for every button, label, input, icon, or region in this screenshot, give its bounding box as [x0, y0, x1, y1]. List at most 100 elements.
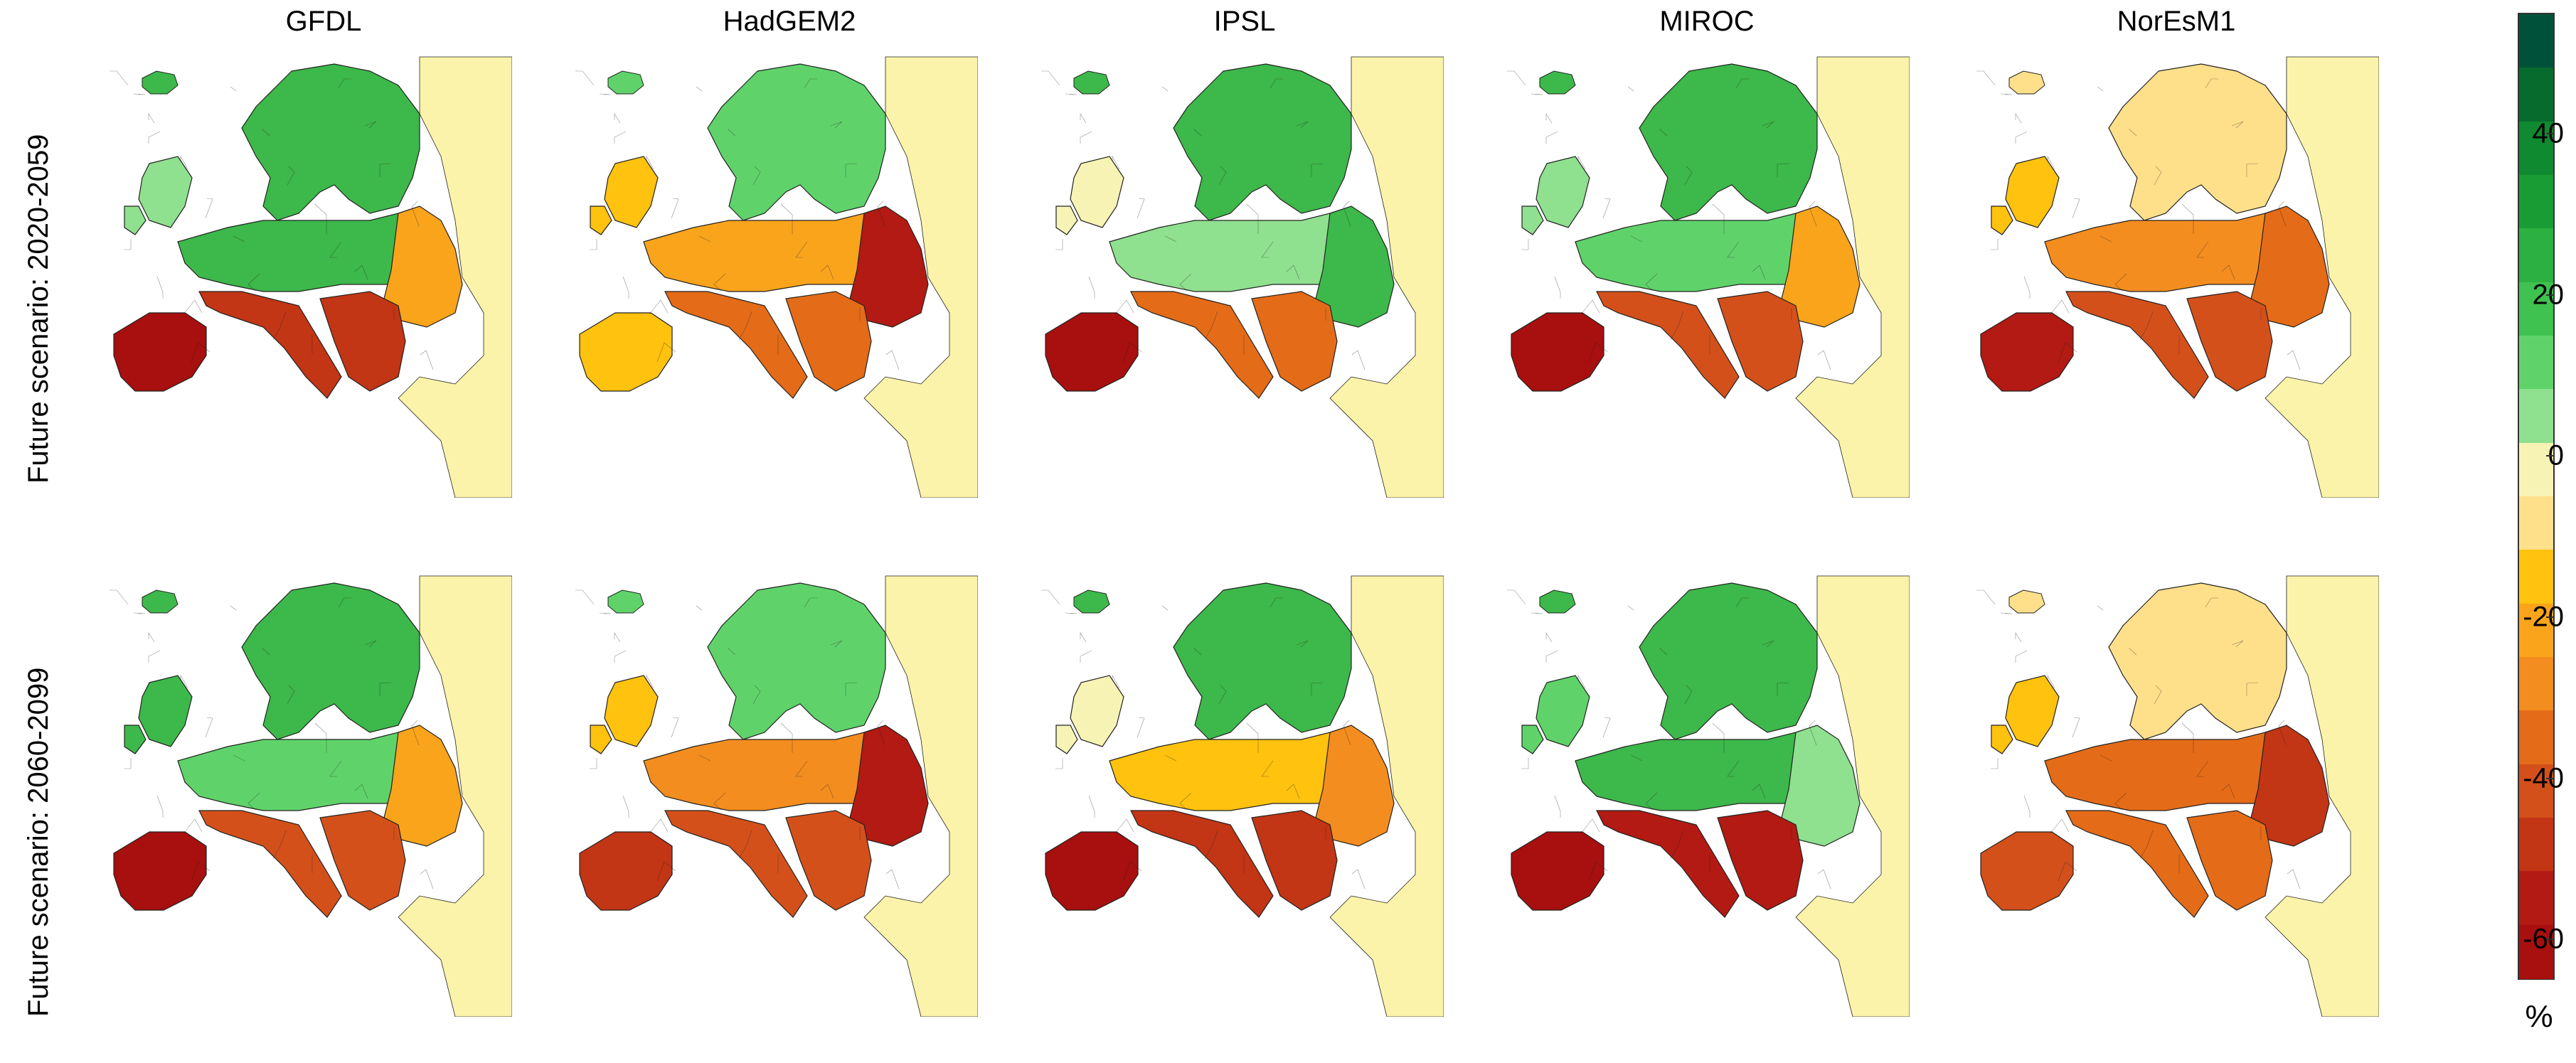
model-title-gfdl: GFDL: [285, 6, 362, 37]
map-boundary-line: [1580, 818, 1600, 834]
map-boundary-line: [379, 682, 392, 696]
legend-color-step: [2519, 336, 2553, 390]
model-title-miroc: MIROC: [1659, 6, 1755, 37]
map-boundary-line: [752, 166, 761, 186]
map-boundary-line: [614, 631, 621, 643]
europe-map: [110, 56, 512, 498]
map-boundary-line: [110, 589, 129, 605]
map-boundary-line: [877, 720, 885, 746]
scenario-title-2020-2059: Future scenario: 2020-2059: [23, 134, 54, 484]
map-boundary-line: [191, 342, 211, 363]
map-boundary-line: [845, 163, 858, 177]
map-boundary-line: [1991, 758, 1998, 769]
map-region-west: [1991, 156, 2060, 235]
map-boundary-line: [1088, 795, 1095, 818]
map-boundary-line: [1218, 166, 1227, 186]
europe-map: [110, 575, 512, 1017]
map-boundary-line: [656, 342, 676, 363]
map-boundary-line: [1777, 682, 1789, 696]
map-boundary-line: [1351, 869, 1366, 890]
map-boundary-line: [622, 795, 629, 818]
map-region-north: [2108, 63, 2287, 221]
map-boundary-line: [2287, 350, 2301, 370]
map-region-south: [1130, 291, 1338, 399]
map-boundary-line: [1164, 754, 1177, 762]
map-boundary-line: [2099, 235, 2112, 242]
map-boundary-line: [877, 201, 885, 227]
map-boundary-line: [411, 201, 420, 227]
map-region-iberia: [1980, 312, 2074, 392]
legend-color-step: [2519, 710, 2553, 765]
map-boundary-line: [183, 818, 203, 834]
europe-map: [1041, 56, 1444, 498]
map-boundary-line: [646, 155, 654, 170]
map-boundary-line: [590, 239, 597, 250]
map-boundary-line: [1351, 350, 1366, 370]
map-boundary-line: [2000, 93, 2013, 95]
map-boundary-line: [1080, 650, 1092, 663]
legend-tick-mark: [2546, 616, 2555, 618]
map-boundary-line: [124, 239, 132, 250]
map-boundary-line: [1577, 155, 1586, 170]
map-boundary-line: [1545, 131, 1558, 144]
map-boundary-line: [649, 818, 669, 834]
map-region-iberia: [1045, 831, 1139, 911]
map-boundary-line: [2000, 612, 2013, 614]
legend-tick-mark: [2546, 294, 2555, 296]
map-region-west: [124, 156, 193, 235]
map-region-north: [707, 63, 886, 221]
map-boundary-line: [1659, 129, 1668, 137]
map-boundary-line: [2023, 795, 2031, 818]
map-boundary-line: [1204, 830, 1218, 860]
scenario-title-2060-2099: Future scenario: 2060-2099: [23, 667, 54, 1017]
map-boundary-line: [885, 350, 900, 370]
map-boundary-line: [820, 784, 834, 799]
map-boundary-line: [2015, 112, 2022, 124]
map-boundary-line: [1627, 605, 1634, 611]
map-boundary-line: [1311, 163, 1324, 177]
map-boundary-line: [314, 722, 327, 753]
map-boundary-line: [804, 597, 817, 608]
map-boundary-line: [314, 203, 327, 234]
map-region-west: [590, 675, 659, 754]
legend-color-step: [2519, 121, 2553, 176]
map-outside-area: [1329, 56, 1444, 498]
map-boundary-line: [575, 589, 595, 605]
map-boundary-line: [2072, 717, 2080, 738]
map-region-iceland: [1539, 589, 1576, 614]
map-boundary-line: [1114, 818, 1134, 834]
map-boundary-line: [830, 640, 843, 648]
map-region-south: [1596, 810, 1804, 918]
map-boundary-line: [338, 78, 351, 89]
map-boundary-line: [1296, 121, 1309, 129]
map-boundary-line: [698, 235, 711, 242]
map-boundary-line: [845, 682, 858, 696]
map-boundary-line: [2015, 631, 2022, 643]
map-boundary-line: [1055, 239, 1063, 250]
map-boundary-line: [1762, 640, 1774, 648]
map-boundary-line: [2015, 131, 2028, 144]
map-outside-area: [2264, 56, 2379, 498]
legend-color-step: [2519, 68, 2553, 122]
map-region-iberia: [1511, 831, 1604, 911]
map-panel: [551, 562, 978, 1017]
map-boundary-line: [2047, 155, 2055, 170]
map-boundary-line: [205, 717, 213, 738]
map-boundary-line: [1735, 78, 1749, 89]
map-boundary-line: [1991, 239, 1998, 250]
map-boundary-line: [248, 792, 260, 811]
map-boundary-line: [420, 350, 434, 370]
map-boundary-line: [1588, 861, 1608, 882]
map-boundary-line: [590, 758, 597, 769]
map-region-iceland: [1073, 589, 1110, 614]
map-boundary-line: [364, 640, 377, 648]
map-boundary-line: [233, 235, 245, 242]
map-boundary-line: [698, 754, 711, 762]
map-boundary-line: [1670, 311, 1684, 341]
map-outside-area: [2264, 575, 2379, 1017]
map-boundary-line: [1261, 241, 1274, 258]
map-boundary-line: [1627, 86, 1634, 92]
europe-map: [1976, 575, 2379, 1017]
map-boundary-line: [1976, 70, 1996, 86]
model-title-hadgem2: HadGEM2: [723, 6, 856, 37]
